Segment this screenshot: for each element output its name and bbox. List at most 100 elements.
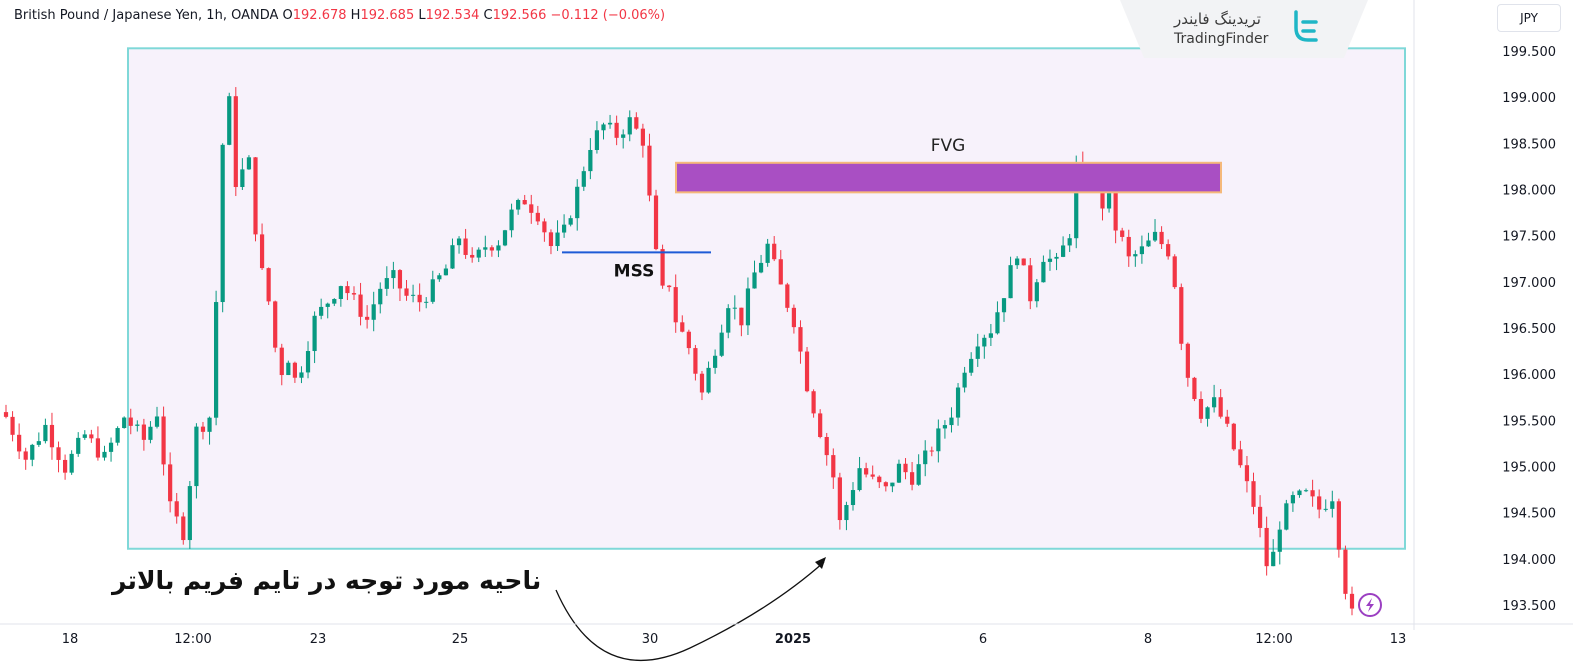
candle-body [456,238,462,246]
candle-body [154,416,160,427]
candle-body [17,434,22,452]
candle-body [982,337,987,347]
candle-body [870,474,875,477]
candle-body [174,501,179,517]
symbol-title: British Pound / Japanese Yen, 1h, OANDA [14,8,279,23]
candle-body [1192,377,1197,400]
x-tick-label: 2025 [775,632,811,647]
candle-body [988,333,993,338]
candle-body [410,294,416,296]
candle-body [253,157,258,235]
y-tick-label: 195.000 [1502,461,1556,476]
candle-body [1179,287,1184,344]
candle-body [332,298,337,304]
candle-body [108,442,114,452]
candle-body [555,232,560,247]
candle-body [516,200,521,210]
candle-body [818,413,823,438]
candle-body [765,243,770,263]
candle-body [673,287,678,323]
higher-timeframe-zone-note: ناحیه مورد توجه در تایم فریم بالاتر [112,566,542,595]
candle-body [476,249,481,258]
candle-body [424,301,429,303]
candle-body [1310,490,1315,497]
y-tick-label: 197.500 [1502,230,1556,245]
candle-body [1349,593,1355,609]
close-label: C [483,8,493,23]
candle-body [1172,256,1177,288]
candle-body [483,247,488,250]
candle-body [259,234,265,269]
candle-body [588,149,593,172]
open-label: O [282,8,293,23]
currency-badge[interactable]: JPY [1497,4,1561,32]
candle-body [883,482,888,487]
x-tick-label: 12:00 [174,632,211,647]
candle-body [1139,246,1144,255]
y-tick-label: 198.000 [1502,184,1556,199]
logo-backdrop [1120,0,1368,58]
high-value: 192.685 [360,8,415,23]
candle-body [1061,245,1066,257]
candle-body [122,417,127,429]
candle-body [653,195,659,250]
y-tick-label: 196.000 [1502,368,1556,383]
candle-body [706,367,711,393]
candle-body [102,451,107,458]
candle-body [345,286,350,294]
candle-body [1021,258,1026,266]
candle-body [542,221,547,233]
candle-body [962,372,967,388]
candle-body [850,490,856,506]
candle-body [680,322,685,332]
logo-text-fa: تریدینگ فایندر [1174,10,1261,28]
candle-body [404,288,409,296]
candle-body [713,355,718,368]
candle-body [266,268,271,302]
candle-body [43,424,48,442]
candle-body [640,128,645,146]
candle-body [62,459,68,473]
candle-body [1113,178,1118,231]
candle-body [548,232,554,247]
candle-body [194,426,199,487]
flash-icon[interactable] [1358,593,1382,617]
candle-body [10,416,15,435]
candle-body [535,212,540,222]
candle-body [417,294,422,303]
candle-body [561,224,567,233]
candle-body [397,270,403,289]
y-tick-label: 195.500 [1502,414,1556,429]
candle-body [581,171,586,187]
candle-body [378,288,383,305]
candle-body [3,412,9,417]
candle-body [325,303,330,307]
candle-body [804,351,810,392]
candle-body [1106,178,1112,209]
y-tick-label: 194.000 [1502,553,1556,568]
candle-body [909,472,915,485]
x-tick-label: 13 [1390,632,1407,647]
candle-body [647,145,652,196]
candle-body [594,130,600,150]
candle-body [1185,343,1190,378]
candle-body [699,373,705,393]
candle-body [607,122,613,125]
candle-body [1244,465,1250,482]
x-tick-label: 8 [1144,632,1152,647]
candle-body [1303,490,1309,492]
candle-body [489,247,494,251]
candle-body [1067,238,1072,246]
candle-body [785,284,790,308]
candle-body [522,200,527,205]
candle-body [246,157,252,170]
fvg-label: FVG [931,136,966,156]
candle-body [634,117,639,129]
x-tick-label: 18 [62,632,79,647]
candle-body [1198,399,1204,419]
candle-body [1284,503,1289,530]
candle-body [437,275,442,280]
candle-body [371,304,376,320]
